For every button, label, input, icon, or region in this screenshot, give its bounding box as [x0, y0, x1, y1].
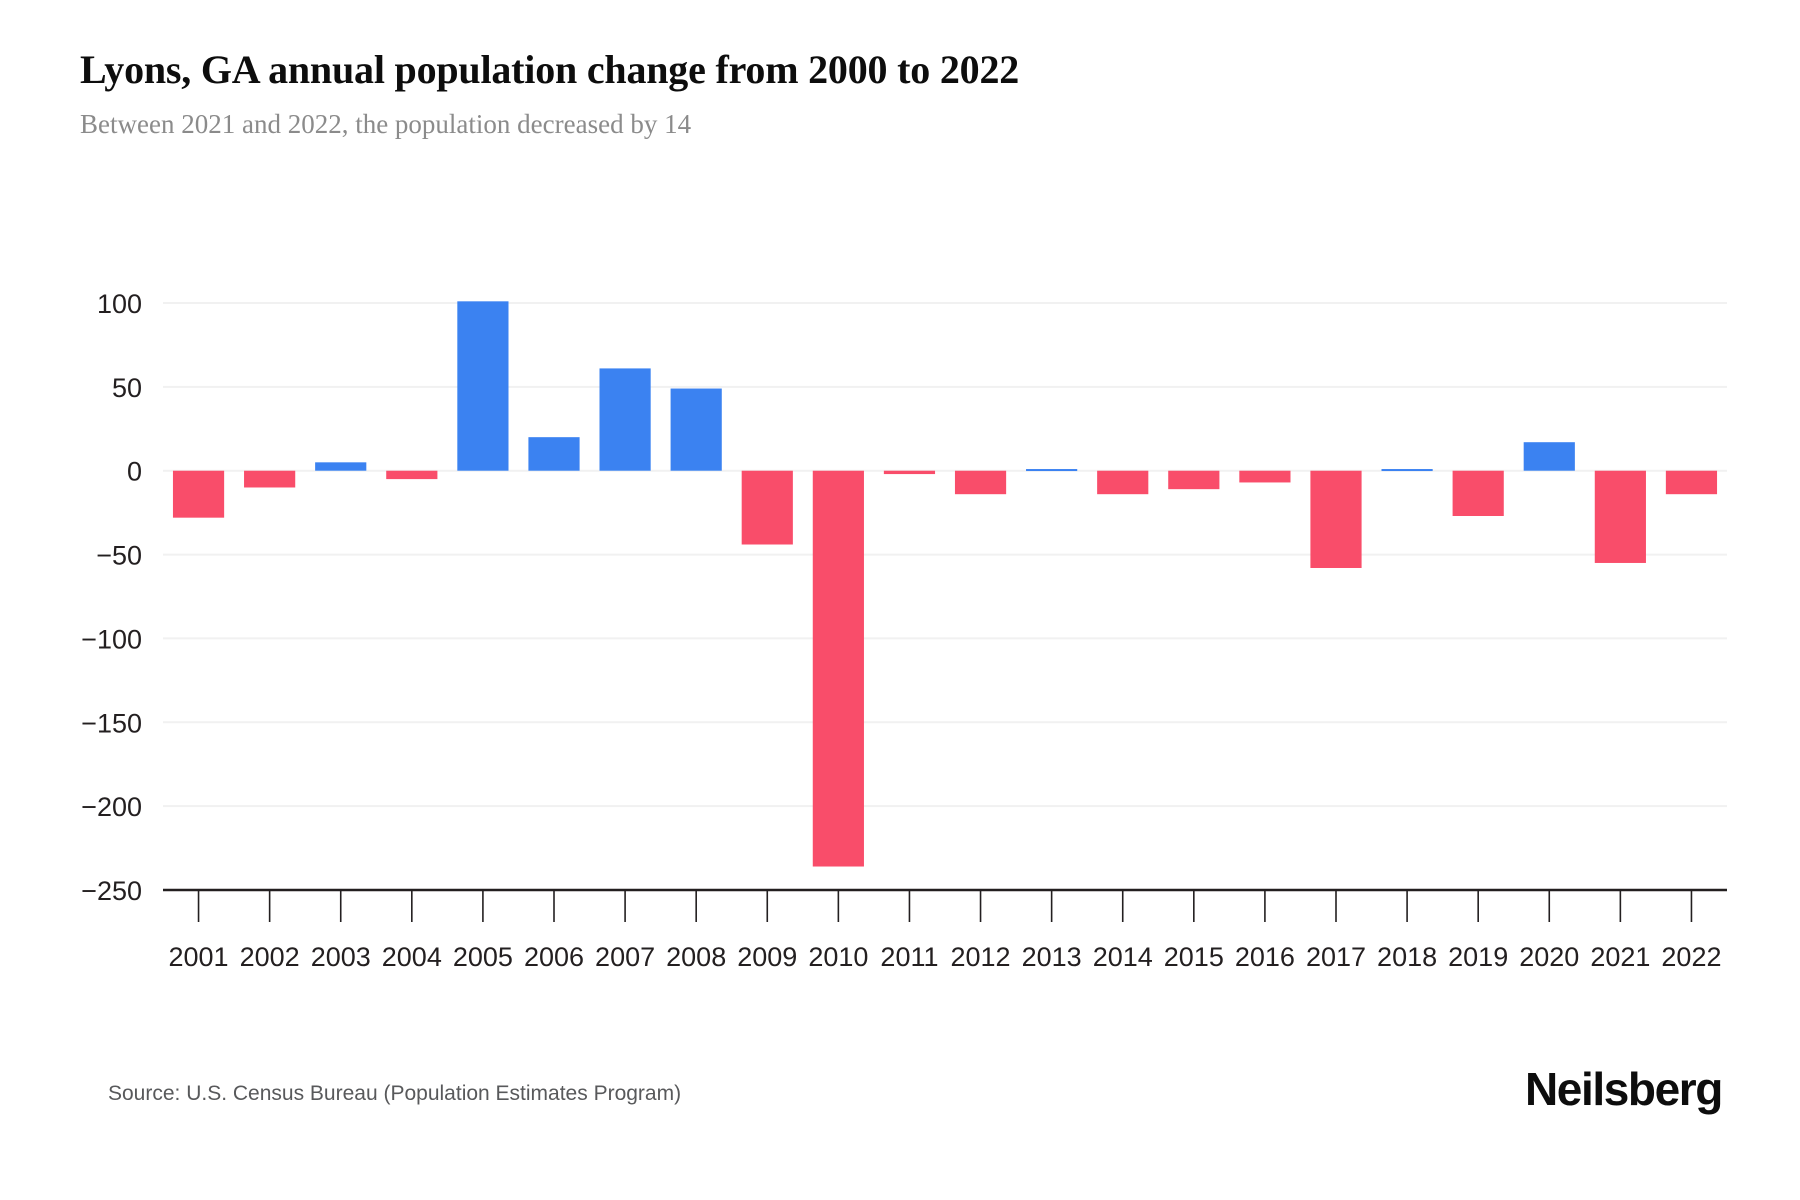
- y-gridlines: [163, 302, 1727, 891]
- x-tick-label: 2003: [311, 942, 371, 972]
- bar-2021[interactable]: [1594, 470, 1646, 563]
- bar-2006[interactable]: [528, 437, 580, 471]
- x-tick-label: 2013: [1022, 942, 1082, 972]
- bar-2002[interactable]: [244, 470, 296, 488]
- bar-2020[interactable]: [1523, 442, 1575, 471]
- x-tick-label: 2010: [808, 942, 868, 972]
- x-tick-label: 2016: [1235, 942, 1295, 972]
- chart-subtitle: Between 2021 and 2022, the population de…: [80, 109, 692, 139]
- x-tick-label: 2001: [169, 942, 229, 972]
- x-tick-label: 2007: [595, 942, 655, 972]
- x-axis-labels: 2001 2002 2003 2004 2005 2006 2007 2008 2009 2010…: [169, 890, 1721, 972]
- y-tick-label: −50: [96, 541, 142, 571]
- x-tick-label: 2012: [951, 942, 1011, 972]
- x-tick-label: 2021: [1590, 942, 1650, 972]
- bar-2018[interactable]: [1381, 469, 1433, 472]
- bar-2010[interactable]: [812, 470, 864, 867]
- bar-2016[interactable]: [1239, 470, 1291, 483]
- bar-2001[interactable]: [172, 470, 225, 518]
- brand-logo: Neilsberg: [1524, 1063, 1723, 1115]
- bar-2011[interactable]: [883, 470, 936, 475]
- page-title: Lyons, GA annual population change from …: [80, 47, 1020, 92]
- x-tick-label: 2008: [666, 942, 726, 972]
- bar-2022[interactable]: [1665, 470, 1718, 495]
- bar-2008[interactable]: [670, 388, 722, 471]
- x-tick-label: 2011: [880, 942, 938, 972]
- bar-2013[interactable]: [1026, 469, 1078, 472]
- x-tick-label: 2020: [1519, 942, 1579, 972]
- chart-header: Lyons, GA annual population change from …: [80, 48, 1720, 140]
- source-note: Source: U.S. Census Bureau (Population E…: [108, 1082, 682, 1105]
- bar-2014[interactable]: [1097, 470, 1149, 495]
- bar-2003[interactable]: [315, 462, 367, 471]
- y-tick-label: −150: [81, 708, 142, 738]
- x-tick-label: 2009: [737, 942, 797, 972]
- x-tick-label: 2022: [1661, 942, 1721, 972]
- x-tick-label: 2004: [382, 942, 442, 972]
- bar-2005[interactable]: [457, 301, 509, 471]
- y-tick-label: 50: [112, 373, 142, 403]
- y-tick-label: −250: [81, 876, 142, 906]
- x-tick-label: 2005: [453, 942, 513, 972]
- x-tick-label: 2018: [1377, 942, 1437, 972]
- x-tick-label: 2019: [1448, 942, 1508, 972]
- bar-2009[interactable]: [741, 470, 793, 545]
- bar-2015[interactable]: [1168, 470, 1220, 490]
- y-tick-label: −100: [81, 624, 142, 654]
- bar-series: [172, 301, 1718, 867]
- y-axis-labels: 100 50 0 −50 −100 −150 −200 −250: [81, 289, 142, 906]
- x-tick-label: 2015: [1164, 942, 1224, 972]
- y-tick-label: 0: [127, 457, 142, 487]
- bar-2004[interactable]: [386, 470, 438, 480]
- y-tick-label: 100: [97, 289, 142, 319]
- bar-2007[interactable]: [599, 368, 651, 471]
- x-tick-label: 2014: [1093, 942, 1153, 972]
- x-tick-label: 2002: [240, 942, 300, 972]
- bar-2019[interactable]: [1452, 470, 1504, 516]
- bar-2017[interactable]: [1310, 470, 1362, 568]
- x-tick-label: 2006: [524, 942, 584, 972]
- y-tick-label: −200: [81, 792, 142, 822]
- bar-2012[interactable]: [954, 470, 1007, 495]
- x-tick-label: 2017: [1306, 942, 1366, 972]
